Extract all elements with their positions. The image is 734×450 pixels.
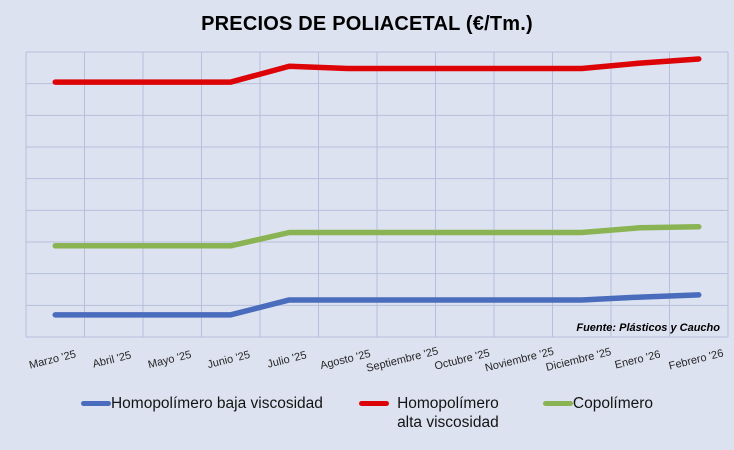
series-lines bbox=[52, 56, 702, 318]
series-line-2 bbox=[52, 224, 702, 249]
legend-label: Homopolímero baja viscosidad bbox=[110, 395, 323, 412]
legend-item-homopolimero-baja: Homopolímero baja viscosidad bbox=[80, 394, 323, 413]
chart-title: PRECIOS DE POLIACETAL (€/Tm.) bbox=[201, 13, 533, 35]
legend-item-copolimero: Copolímero bbox=[542, 394, 654, 413]
source-note: Fuente: Plásticos y Caucho bbox=[576, 322, 720, 334]
legend-line-swatch-icon bbox=[80, 401, 111, 406]
legend-label: Homopolímero alta viscosidad bbox=[397, 395, 499, 432]
series-line-0 bbox=[52, 292, 702, 318]
vertical-gridlines bbox=[25, 52, 729, 337]
legend-item-homopolimero-alta: Homopolímero alta viscosidad bbox=[358, 394, 507, 433]
series-line-1 bbox=[52, 56, 702, 85]
legend-line-swatch-icon bbox=[542, 401, 573, 406]
legend-label: Copolímero bbox=[572, 395, 654, 412]
legend: Homopolímero baja viscosidad Homopolímer… bbox=[0, 394, 734, 433]
legend-line-swatch-icon bbox=[358, 401, 389, 406]
